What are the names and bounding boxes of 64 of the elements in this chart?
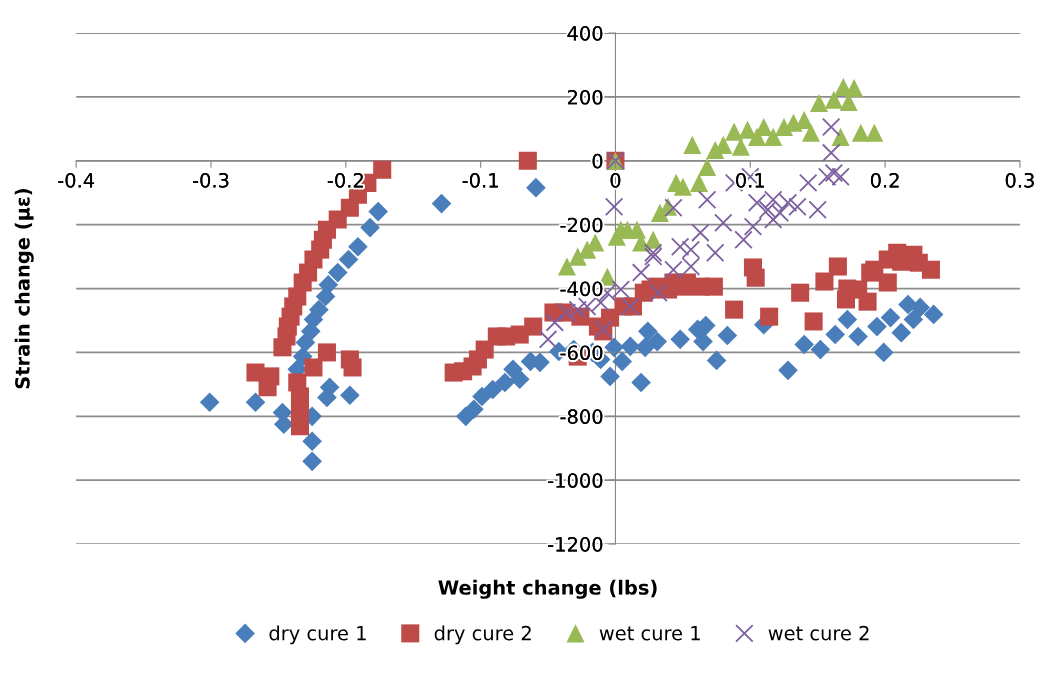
point: [824, 163, 844, 183]
point: [670, 237, 690, 256]
point: [705, 243, 725, 263]
point: [770, 203, 790, 223]
point: [568, 247, 587, 266]
point: [691, 223, 710, 242]
point: [683, 135, 702, 154]
point: [611, 280, 631, 299]
point: [628, 220, 647, 239]
point: [799, 173, 818, 193]
point: [604, 197, 624, 217]
point: [758, 200, 778, 219]
y-tick-label: -1000: [548, 473, 603, 488]
y-tick-label: 400: [567, 26, 603, 41]
point: [611, 220, 630, 239]
point: [801, 123, 820, 142]
point: [810, 93, 829, 113]
point: [673, 177, 692, 196]
point: [821, 143, 841, 163]
point: [763, 210, 783, 229]
point: [557, 303, 577, 322]
x-tick-label: 0: [610, 172, 621, 188]
point: [865, 123, 884, 142]
legend-label: wet cure 1: [599, 626, 700, 641]
point: [649, 283, 668, 302]
point: [788, 197, 807, 217]
y-axis-title: Strain change (με): [14, 189, 34, 389]
point: [631, 263, 651, 282]
point: [851, 123, 870, 142]
x-tick-label: 0.2: [870, 172, 899, 188]
x-tick-label: -0.3: [192, 172, 229, 188]
point: [845, 78, 864, 98]
y-tick-label: -400: [560, 281, 603, 297]
y-tick-label: 0: [592, 153, 603, 169]
y-tick-label: 200: [567, 89, 603, 105]
legend-label: dry cure 1: [269, 625, 366, 645]
point: [664, 198, 683, 218]
point: [698, 157, 717, 176]
point: [714, 213, 733, 233]
point: [734, 230, 753, 249]
y-tick-label: -800: [560, 409, 603, 424]
point: [831, 127, 850, 146]
x-tick-label: -0.1: [462, 172, 498, 188]
y-tick-label: -1200: [548, 537, 603, 552]
point: [697, 190, 717, 210]
x-tick-label: 0.3: [1005, 172, 1034, 188]
legend-label: wet cure 2: [768, 625, 869, 641]
point: [821, 117, 841, 137]
point: [681, 240, 701, 259]
point: [725, 122, 744, 141]
point: [557, 257, 576, 276]
x-tick-label: -0.4: [58, 172, 95, 188]
point: [764, 127, 783, 146]
point: [808, 200, 827, 219]
point: [538, 330, 558, 349]
point: [577, 297, 597, 316]
legend-label: dry cure 2: [434, 625, 531, 645]
y-tick-label: -200: [560, 217, 603, 233]
point: [824, 90, 843, 109]
point: [743, 217, 763, 236]
point: [690, 173, 709, 192]
point: [568, 300, 587, 319]
point: [545, 313, 565, 332]
x-axis-title: Weight change (lbs): [438, 579, 657, 599]
